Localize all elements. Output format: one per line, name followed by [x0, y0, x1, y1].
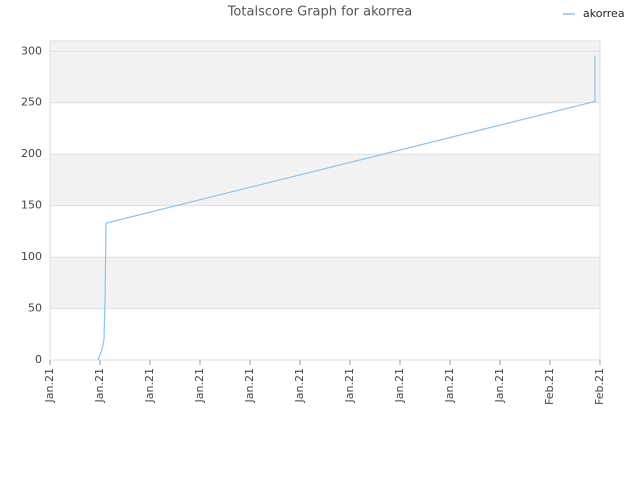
y-tick-label: 150: [21, 199, 42, 212]
x-tick-label: Jan.21: [393, 368, 406, 403]
band: [50, 257, 600, 309]
y-tick-label: 0: [35, 353, 42, 366]
band: [50, 41, 600, 52]
y-tick-label: 100: [21, 250, 42, 263]
x-tick-label: Jan.21: [43, 368, 56, 403]
line: [97, 55, 596, 361]
x-tick-label: Jan.21: [493, 368, 506, 403]
x-tick-label: Jan.21: [243, 368, 256, 403]
x-tick-label: Feb.21: [593, 368, 606, 405]
legend-label: akorrea: [583, 7, 625, 20]
x-tick-label: Jan.21: [93, 368, 106, 403]
x-tick-label: Jan.21: [343, 368, 356, 403]
x-tick-label: Jan.21: [443, 368, 456, 403]
chart-title: Totalscore Graph for akorrea: [227, 5, 413, 20]
band: [50, 51, 600, 103]
x-tick-label: Jan.21: [193, 368, 206, 403]
band: [50, 154, 600, 206]
y-tick-label: 50: [28, 302, 42, 315]
y-tick-label: 300: [21, 44, 42, 57]
x-tick-label: Jan.21: [143, 368, 156, 403]
x-tick-label: Feb.21: [543, 368, 556, 405]
y-tick-label: 200: [21, 147, 42, 160]
x-tick-label: Jan.21: [293, 368, 306, 403]
y-tick-label: 250: [21, 96, 42, 109]
plot-border: [49, 40, 601, 361]
